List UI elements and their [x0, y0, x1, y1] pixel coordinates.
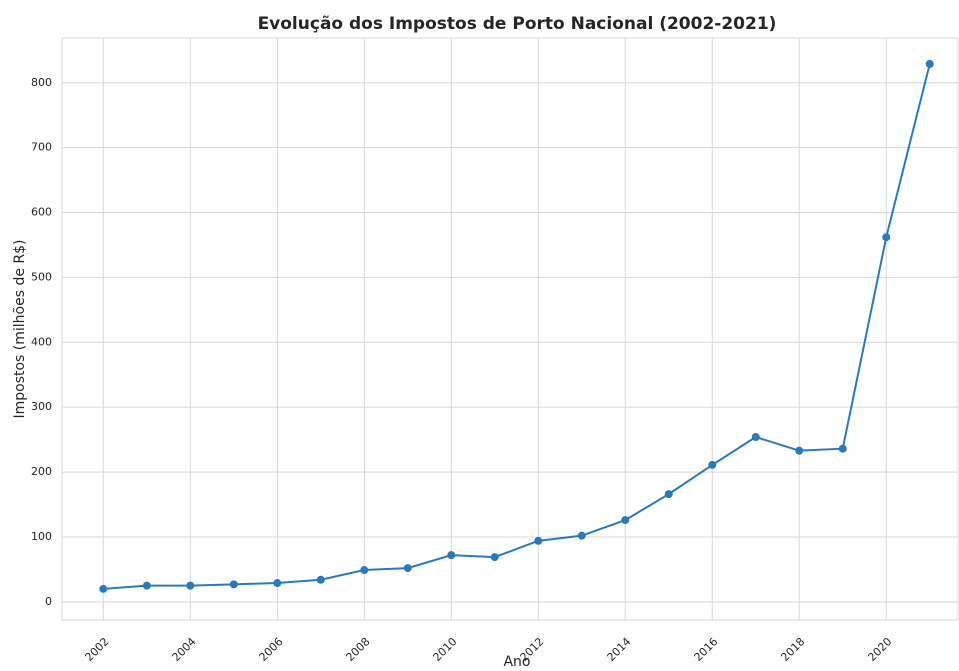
point — [534, 536, 543, 545]
point — [360, 566, 369, 575]
y-axis-label: Impostos (milhões de R$) — [12, 239, 28, 418]
point — [229, 580, 238, 589]
y-tick-label: 400 — [31, 335, 52, 348]
y-tick-label: 200 — [31, 465, 52, 478]
point — [186, 581, 195, 590]
y-tick-label: 300 — [31, 400, 52, 413]
point — [99, 584, 108, 593]
point — [795, 446, 804, 455]
y-tick-label: 700 — [31, 141, 52, 154]
y-tick-label: 600 — [31, 206, 52, 219]
x-tick-label: 2008 — [344, 635, 373, 664]
point — [664, 490, 673, 499]
point — [273, 579, 282, 588]
x-tick-label: 2016 — [692, 635, 721, 664]
point — [708, 460, 717, 469]
point — [447, 551, 456, 560]
chart-title: Evolução dos Impostos de Porto Nacional … — [258, 14, 777, 34]
x-tick-label: 2018 — [778, 635, 807, 664]
plot-area — [61, 37, 959, 621]
point — [838, 444, 847, 453]
x-tick-label: 2010 — [431, 635, 460, 664]
point — [403, 564, 412, 573]
x-tick-label: 2004 — [170, 635, 199, 664]
line — [103, 63, 931, 590]
point — [751, 433, 760, 442]
point — [621, 516, 630, 525]
y-tick-label: 0 — [45, 595, 52, 608]
x-tick-label: 2006 — [257, 635, 286, 664]
x-tick-label: 2012 — [518, 635, 547, 664]
x-tick-label: 2002 — [83, 635, 112, 664]
point — [490, 553, 499, 562]
y-tick-label: 500 — [31, 270, 52, 283]
point — [882, 233, 891, 242]
y-tick-label: 100 — [31, 530, 52, 543]
point — [142, 581, 151, 590]
x-axis-label: Ano — [503, 654, 530, 670]
y-tick-label: 800 — [31, 76, 52, 89]
point — [925, 59, 934, 68]
x-tick-label: 2014 — [605, 635, 634, 664]
x-tick-label: 2020 — [865, 635, 894, 664]
point — [577, 531, 586, 540]
point — [316, 575, 325, 584]
